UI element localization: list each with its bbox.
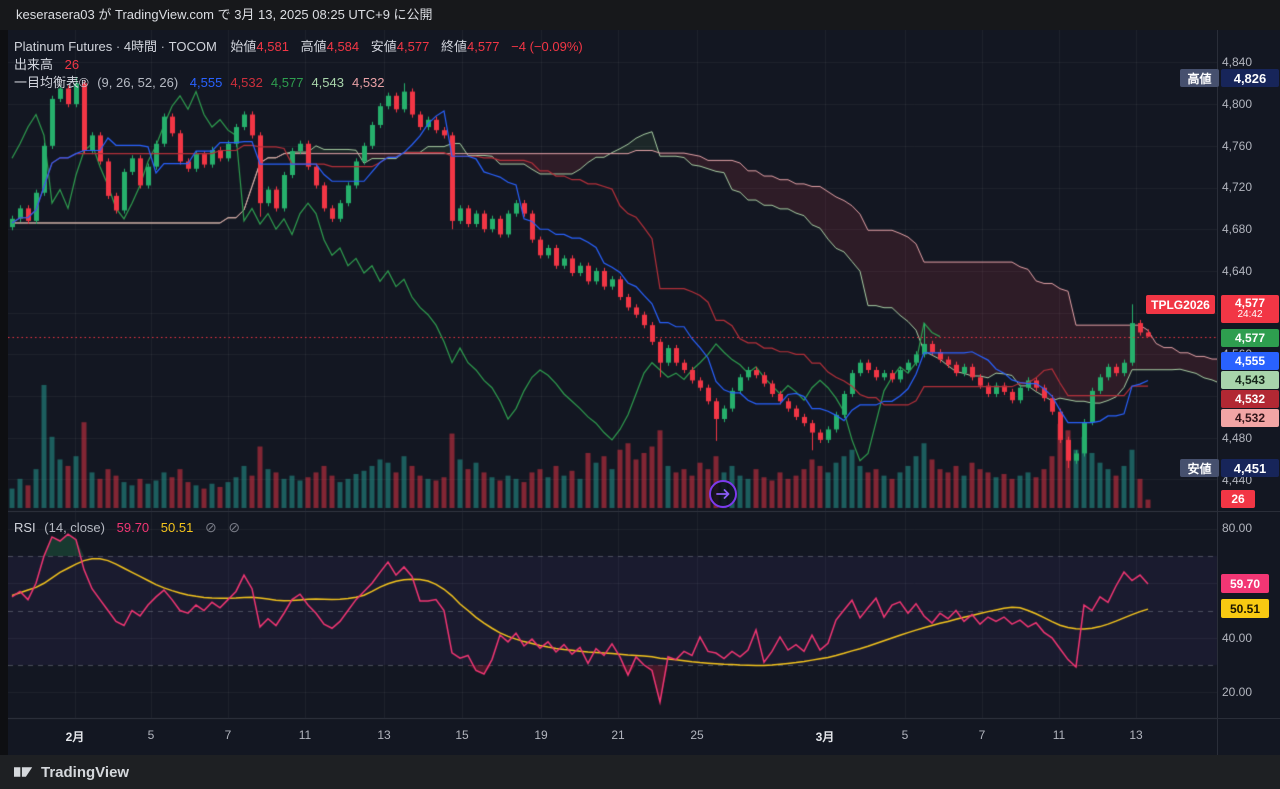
price-axis-border (1217, 30, 1218, 755)
senkou-a-badge: 4,543 (1221, 371, 1279, 389)
open-value: 4,581 (256, 39, 289, 54)
change-value: −4 (−0.09%) (511, 39, 583, 54)
time-label-11: 11 (1052, 728, 1066, 742)
symbol-legend-row[interactable]: Platinum Futures · 4時間 · TOCOM 始値4,581 高… (14, 36, 583, 55)
high-label: 高値 (300, 39, 327, 54)
price-tick-4,720: 4,720 (1222, 180, 1253, 194)
low-label: 安値 (370, 39, 397, 54)
rsi-tick-40.00: 40.00 (1222, 631, 1253, 645)
rsi-legend-row[interactable]: RSI (14, close) 59.70 50.51 ⊘ ⊘ (14, 519, 240, 536)
rsi-hide-icon-2[interactable]: ⊘ (228, 519, 241, 535)
ichimoku-legend-row[interactable]: 一目均衡表® (9, 26, 52, 26) 4,555 4,532 4,577 4,… (14, 72, 385, 91)
ichimoku-value-senkou-b: 4,532 (351, 75, 385, 90)
high-price-label-badge: 高値 (1180, 69, 1219, 87)
rsi-ma-badge: 50.51 (1221, 599, 1269, 618)
time-label-13: 13 (377, 728, 391, 742)
rsi-tick-80.00: 80.00 (1222, 521, 1253, 535)
senkou-b-badge: 4,532 (1221, 409, 1279, 427)
publish-text: keserasera03 が TradingView.com で 3月 13, … (16, 7, 433, 22)
rsi-params: (14, close) (44, 520, 105, 535)
symbol-name-badge[interactable]: TPLG2026 (1146, 295, 1215, 314)
time-label-15: 15 (455, 728, 469, 742)
tradingview-logo-icon[interactable] (14, 764, 33, 780)
scroll-to-realtime-button[interactable] (709, 480, 737, 508)
price-tick-4,800: 4,800 (1222, 97, 1253, 111)
last-price-badge: 4,577 24:42 (1221, 295, 1279, 323)
chart-canvas[interactable] (8, 30, 1217, 755)
price-tick-4,480: 4,480 (1222, 431, 1253, 445)
legend-separator-1: · (112, 39, 124, 54)
time-label-19: 19 (534, 728, 548, 742)
ichimoku-params: (9, 26, 52, 26) (97, 75, 179, 90)
rsi-value: 59.70 (116, 520, 150, 535)
rsi-tick-20.00: 20.00 (1222, 685, 1253, 699)
time-label-5: 5 (147, 728, 155, 742)
volume-badge: 26 (1221, 490, 1255, 508)
symbol-title: Platinum Futures (14, 39, 113, 54)
chikou-badge: 4,577 (1221, 329, 1279, 347)
ichimoku-value-tenkan: 4,555 (189, 75, 223, 90)
rsi-value-badge: 59.70 (1221, 574, 1269, 593)
time-label-5: 5 (901, 728, 909, 742)
ichimoku-value-senkou-a: 4,543 (311, 75, 344, 90)
ichimoku-value-kijun: 4,532 (230, 75, 263, 90)
brand-name[interactable]: TradingView (41, 763, 130, 781)
volume-label: 出来高 (14, 57, 54, 72)
time-label-7: 7 (978, 728, 986, 742)
low-price-label-badge: 安値 (1180, 459, 1219, 477)
time-label-13: 13 (1129, 728, 1143, 742)
kijun-badge: 4,532 (1221, 390, 1279, 408)
volume-legend-row[interactable]: 出来高 26 (14, 54, 79, 73)
legend-separator-2: · (157, 39, 169, 54)
open-label: 始値 (230, 39, 257, 54)
price-tick-4,680: 4,680 (1222, 222, 1253, 236)
time-axis-border (8, 718, 1280, 719)
symbol-exchange: TOCOM (168, 39, 217, 54)
rsi-title: RSI (14, 520, 36, 535)
rsi-hide-icon-1[interactable]: ⊘ (204, 519, 217, 535)
rsi-ma-value: 50.51 (160, 520, 194, 535)
pane-separator[interactable] (8, 511, 1280, 512)
close-value: 4,577 (466, 39, 500, 54)
time-label-21: 21 (611, 728, 625, 742)
publish-topbar: keserasera03 が TradingView.com で 3月 13, … (0, 0, 1280, 30)
symbol-interval: 4時間 (123, 39, 158, 54)
time-label-2月: 2月 (65, 730, 85, 744)
price-tick-4,840: 4,840 (1222, 55, 1253, 69)
low-value: 4,577 (396, 39, 430, 54)
high-value: 4,584 (326, 39, 360, 54)
footer-bar: TradingView (0, 755, 1280, 789)
time-label-11: 11 (298, 728, 312, 742)
high-price-badge: 4,826 (1221, 69, 1279, 87)
price-tick-4,760: 4,760 (1222, 139, 1253, 153)
time-label-7: 7 (224, 728, 232, 742)
low-price-badge: 4,451 (1221, 459, 1279, 477)
close-label: 終値 (440, 39, 467, 54)
ichimoku-values: 4,555 4,532 4,577 4,543 4,532 (182, 75, 385, 90)
time-label-25: 25 (690, 728, 704, 742)
price-tick-4,640: 4,640 (1222, 264, 1253, 278)
tenkan-badge: 4,555 (1221, 352, 1279, 370)
ichimoku-value-chikou: 4,577 (270, 75, 304, 90)
bar-countdown: 24:42 (1237, 309, 1263, 320)
volume-value: 26 (64, 57, 80, 72)
ichimoku-title: 一目均衡表® (14, 75, 89, 90)
time-label-3月: 3月 (815, 730, 835, 744)
arrow-right-icon (716, 489, 730, 499)
